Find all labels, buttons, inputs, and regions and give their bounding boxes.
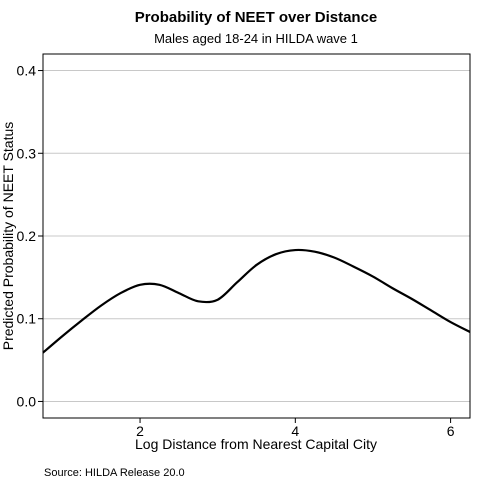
y-tick-label: 0.3 <box>17 145 37 161</box>
y-tick-label: 0.2 <box>17 228 37 244</box>
source-note: Source: HILDA Release 20.0 <box>44 467 185 479</box>
x-axis-label: Log Distance from Nearest Capital City <box>135 436 377 452</box>
axis-ticks: 0.0 0.1 0.2 0.3 0.4 2 4 6 <box>17 63 455 439</box>
x-tick-label: 4 <box>291 423 299 439</box>
y-axis-label: Predicted Probability of NEET Status <box>0 122 16 351</box>
x-tick-label: 6 <box>447 423 455 439</box>
y-tick-label: 0.1 <box>17 311 37 327</box>
y-tick-label: 0.0 <box>17 393 37 409</box>
grid-lines <box>43 70 470 402</box>
chart-title: Probability of NEET over Distance <box>135 9 378 26</box>
chart-subtitle: Males aged 18-24 in HILDA wave 1 <box>154 31 358 46</box>
series-line <box>42 248 471 354</box>
series-layer <box>42 248 471 354</box>
y-tick-label: 0.4 <box>17 63 37 79</box>
x-tick-label: 2 <box>136 423 144 439</box>
